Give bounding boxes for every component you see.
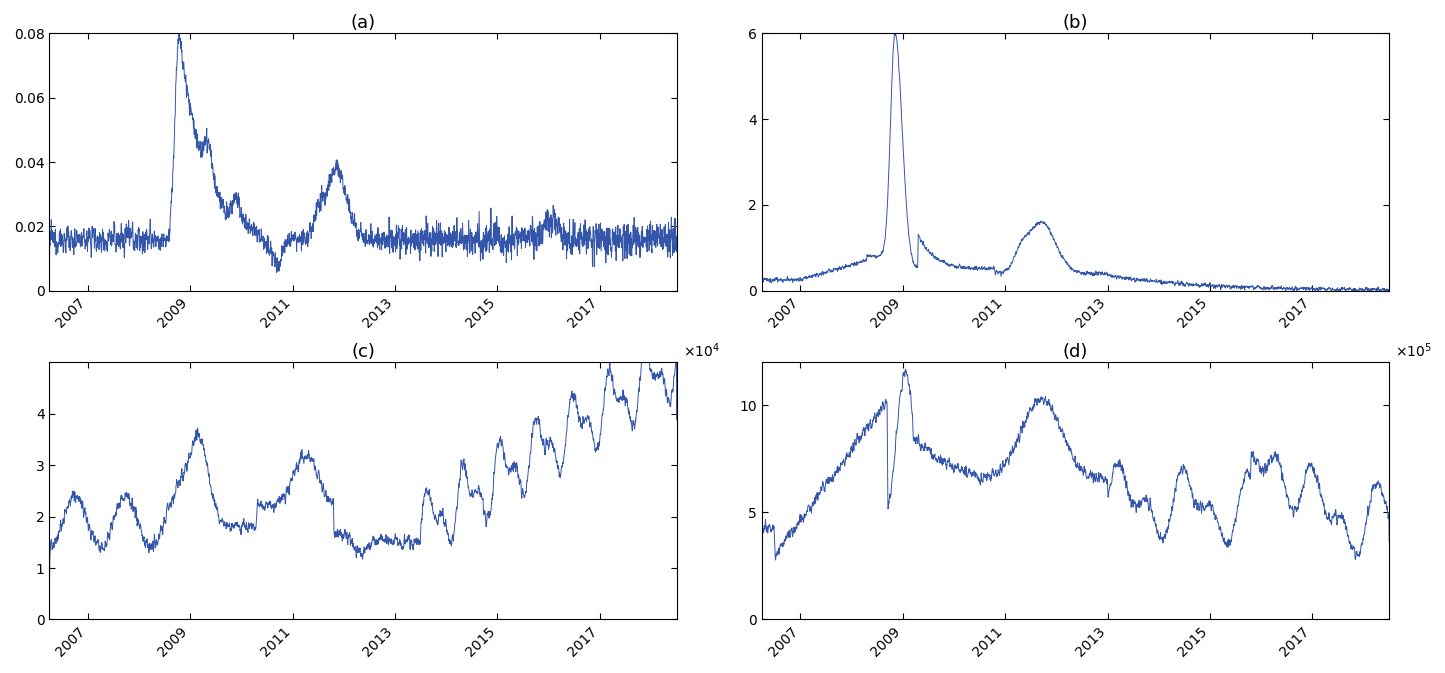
Title: (d): (d) (1064, 343, 1088, 361)
Title: (c): (c) (351, 343, 376, 361)
Text: $\times10^4$: $\times10^4$ (683, 341, 720, 360)
Text: $\times10^5$: $\times10^5$ (1396, 341, 1432, 360)
Title: (b): (b) (1064, 14, 1088, 32)
Title: (a): (a) (351, 14, 376, 32)
